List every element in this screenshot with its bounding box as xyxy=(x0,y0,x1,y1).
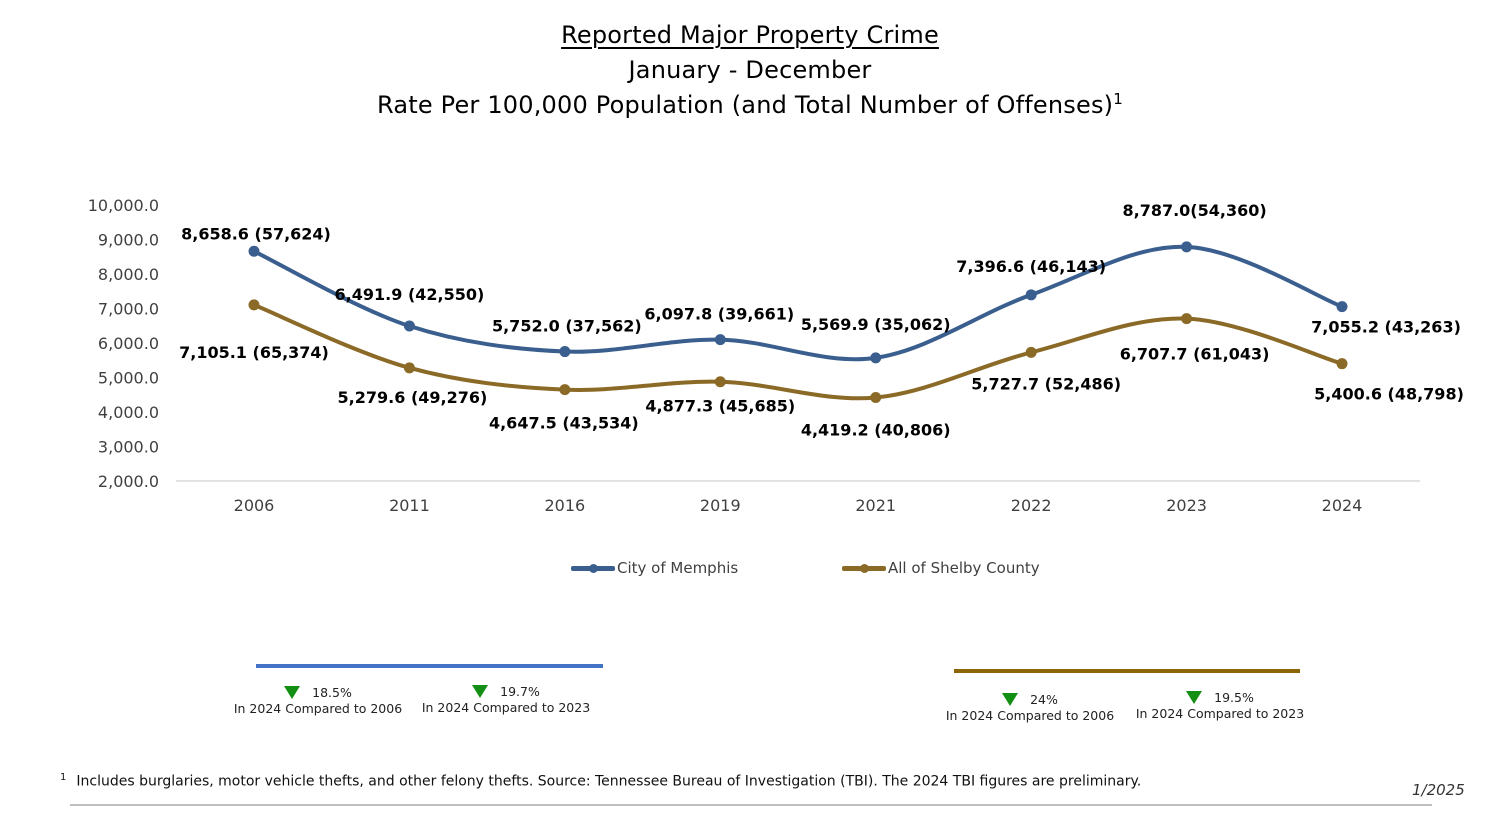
down-arrow-icon xyxy=(1002,692,1019,706)
chart-title-block: Reported Major Property Crime January - … xyxy=(0,18,1496,123)
y-tick-label: 7,000.0 xyxy=(98,300,159,319)
legend-swatch-shelby xyxy=(842,563,886,573)
memphis-stat-percent: 18.5% xyxy=(312,684,352,700)
data-point-memphis-2021[interactable] xyxy=(870,352,882,364)
x-tick-label: 2021 xyxy=(855,496,896,515)
data-point-shelby-2006[interactable] xyxy=(248,299,260,311)
data-point-memphis-2006[interactable] xyxy=(248,245,260,257)
footnote-text: Includes burglaries, motor vehicle theft… xyxy=(76,773,1142,790)
legend-label-shelby: All of Shelby County xyxy=(888,559,1040,577)
y-tick-label: 8,000.0 xyxy=(98,265,159,284)
data-point-shelby-2011[interactable] xyxy=(403,362,415,374)
data-label-memphis-2022: 7,396.6 (46,143) xyxy=(956,257,1106,276)
down-arrow-icon xyxy=(284,685,301,699)
footnote: 1 Includes burglaries, motor vehicle thef… xyxy=(60,772,1141,790)
shelby-stat-percent: 24% xyxy=(1030,691,1058,707)
memphis-stat-vs-2006: 18.5% In 2024 Compared to 2006 xyxy=(232,683,404,717)
shelby-stat-caption: In 2024 Compared to 2006 xyxy=(945,708,1115,723)
x-tick-label: 2024 xyxy=(1322,496,1363,515)
data-label-memphis-2023: 8,787.0(54,360) xyxy=(1122,201,1266,220)
x-tick-label: 2011 xyxy=(389,496,430,515)
shelby-stat-vs-2006: 24% In 2024 Compared to 2006 xyxy=(944,690,1116,724)
data-point-memphis-2022[interactable] xyxy=(1025,289,1037,301)
data-label-memphis-2011: 6,491.9 (42,550) xyxy=(335,285,485,304)
x-tick-label: 2006 xyxy=(234,496,275,515)
x-tick-label: 2022 xyxy=(1011,496,1052,515)
y-tick-label: 10,000.0 xyxy=(88,196,159,215)
shelby-summary-bar xyxy=(954,669,1300,673)
data-label-memphis-2016: 5,752.0 (37,562) xyxy=(492,317,642,336)
legend-swatch-memphis xyxy=(571,563,615,573)
legend-marker-shelby xyxy=(860,563,869,573)
shelby-stat-percent: 19.5% xyxy=(1214,689,1254,705)
data-labels: 8,658.6 (57,624) 6,491.9 (42,550) 5,752.0 … xyxy=(179,201,1464,440)
data-point-shelby-2016[interactable] xyxy=(559,384,571,396)
data-point-shelby-2022[interactable] xyxy=(1025,346,1037,358)
data-point-memphis-2011[interactable] xyxy=(403,320,415,332)
memphis-stat-vs-2023: 19.7% In 2024 Compared to 2023 xyxy=(420,682,592,716)
chart-subtitle-2: Rate Per 100,000 Population (and Total N… xyxy=(0,88,1496,123)
legend-label-memphis: City of Memphis xyxy=(617,559,739,577)
x-axis: 2006 2011 2016 2019 2021 2022 2023 2024 xyxy=(234,496,1363,515)
y-tick-label: 3,000.0 xyxy=(98,438,159,457)
data-point-memphis-2016[interactable] xyxy=(559,346,571,358)
legend-marker-memphis xyxy=(589,563,598,573)
legend-item-memphis[interactable]: City of Memphis xyxy=(571,559,738,577)
y-axis: 2,000.0 3,000.0 4,000.0 5,000.0 6,000.0 7,000… xyxy=(88,196,159,491)
data-point-shelby-2019[interactable] xyxy=(714,376,726,388)
data-label-shelby-2011: 5,279.6 (49,276) xyxy=(338,388,488,407)
data-label-memphis-2019: 6,097.8 (39,661) xyxy=(644,305,794,324)
series-group xyxy=(248,241,1348,404)
data-label-shelby-2016: 4,647.5 (43,534) xyxy=(489,414,639,433)
shelby-stat-vs-2023: 19.5% In 2024 Compared to 2023 xyxy=(1134,688,1306,722)
memphis-stat-caption: In 2024 Compared to 2006 xyxy=(233,701,403,716)
data-point-shelby-2024[interactable] xyxy=(1336,358,1348,370)
series-line-shelby xyxy=(252,302,1345,401)
data-label-shelby-2024: 5,400.6 (48,798) xyxy=(1314,385,1464,404)
data-label-shelby-2022: 5,727.7 (52,486) xyxy=(971,374,1121,393)
data-label-memphis-2006: 8,658.6 (57,624) xyxy=(181,224,331,243)
data-label-memphis-2024: 7,055.2 (43,263) xyxy=(1311,318,1461,337)
y-tick-label: 2,000.0 xyxy=(98,472,159,491)
x-tick-label: 2019 xyxy=(700,496,741,515)
chart-title: Reported Major Property Crime xyxy=(561,21,939,49)
memphis-summary-bar xyxy=(256,664,603,668)
data-label-shelby-2021: 4,419.2 (40,806) xyxy=(801,421,951,440)
x-tick-label: 2016 xyxy=(545,496,586,515)
legend-item-shelby[interactable]: All of Shelby County xyxy=(842,559,1040,577)
data-point-shelby-2023[interactable] xyxy=(1181,313,1193,325)
data-label-shelby-2006: 7,105.1 (65,374) xyxy=(179,343,329,362)
footnote-reference: 1 xyxy=(1113,90,1123,108)
memphis-stat-caption: In 2024 Compared to 2023 xyxy=(421,700,591,715)
data-label-shelby-2023: 6,707.7 (61,043) xyxy=(1120,345,1270,364)
data-point-memphis-2023[interactable] xyxy=(1181,241,1193,253)
y-tick-label: 9,000.0 xyxy=(98,231,159,250)
memphis-stat-percent: 19.7% xyxy=(500,683,540,699)
data-label-shelby-2019: 4,877.3 (45,685) xyxy=(645,397,795,416)
chart-subtitle: January - December xyxy=(628,56,872,84)
data-point-memphis-2024[interactable] xyxy=(1336,301,1348,313)
y-tick-label: 4,000.0 xyxy=(98,403,159,422)
data-point-memphis-2019[interactable] xyxy=(714,334,726,346)
report-date: 1/2025 xyxy=(1412,781,1465,799)
down-arrow-icon xyxy=(1186,690,1203,704)
down-arrow-icon xyxy=(472,684,489,698)
y-tick-label: 6,000.0 xyxy=(98,334,159,353)
series-line-memphis xyxy=(252,244,1345,362)
chart-subtitle-2-text: Rate Per 100,000 Population (and Total N… xyxy=(376,91,1114,119)
data-label-memphis-2021: 5,569.9 (35,062) xyxy=(801,315,951,334)
shelby-stat-caption: In 2024 Compared to 2023 xyxy=(1135,706,1305,721)
y-tick-label: 5,000.0 xyxy=(98,369,159,388)
footnote-mark: 1 xyxy=(60,772,67,783)
footer-divider xyxy=(70,804,1432,806)
data-point-shelby-2021[interactable] xyxy=(870,392,882,404)
x-tick-label: 2023 xyxy=(1166,496,1207,515)
